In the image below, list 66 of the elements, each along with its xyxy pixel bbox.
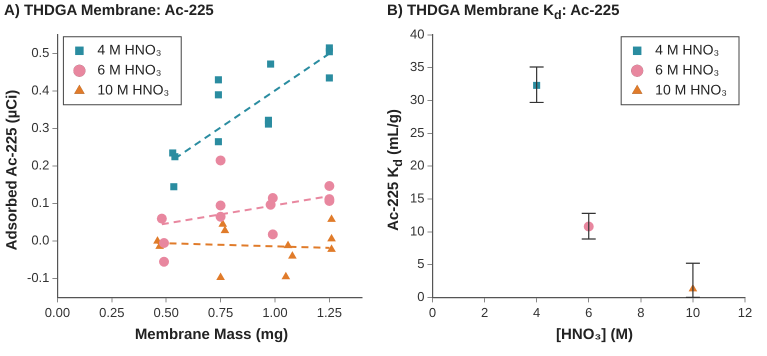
x-tick-label: 12 [738, 304, 752, 320]
y-tick-label: 0.0 [31, 232, 50, 248]
point [214, 138, 222, 146]
x-tick-label: 10 [686, 304, 700, 320]
y-tick-label: 0.4 [31, 82, 50, 98]
point [327, 214, 336, 222]
x-tick-label: 8 [637, 304, 644, 320]
point [264, 120, 272, 128]
x-tick-label: 0 [428, 304, 436, 320]
x-axis-title: [HNO₃] (M) [555, 326, 634, 343]
y-tick-label: 0.3 [31, 120, 50, 136]
y-tick-label: 40 [410, 26, 424, 42]
x-tick-label: 0.25 [99, 304, 124, 320]
point [156, 214, 167, 224]
point [159, 238, 170, 248]
x-tick-label: 1.00 [262, 304, 288, 320]
x-tick-label: 1.25 [316, 304, 342, 320]
y-tick-label: 0.1 [31, 195, 50, 210]
point [324, 180, 334, 191]
y-axis-title: Adsorbed Ac-225 (µCi) [4, 90, 20, 250]
x-tick-label: 0.50 [154, 304, 179, 320]
point [216, 272, 225, 280]
y-tick-label: 10 [410, 223, 424, 238]
point [327, 244, 336, 252]
legend-label: 6 M HNO₃ [655, 62, 720, 78]
x-tick-label: 0.00 [44, 304, 70, 320]
point [171, 153, 178, 160]
legend-label: 10 M HNO₃ [655, 82, 728, 98]
point [159, 256, 170, 267]
legend-label: 10 M HNO₃ [97, 82, 170, 98]
point [216, 200, 226, 210]
chart-title: A) THDGA Membrane: Ac-225 [4, 2, 214, 19]
point [216, 155, 226, 166]
point [288, 251, 297, 259]
legend-label: 4 M HNO₃ [655, 42, 720, 58]
point [326, 74, 333, 82]
y-tick-label: -0.1 [26, 270, 50, 286]
point [170, 183, 178, 190]
point [284, 240, 292, 248]
x-axis-title: Membrane Mass (mg) [134, 326, 290, 343]
point [267, 60, 274, 68]
legend-label: 6 M HNO₃ [97, 62, 162, 78]
y-tick-label: 0 [417, 288, 424, 304]
point [220, 226, 230, 234]
x-tick-label: 6 [585, 304, 592, 320]
y-tick-label: 35 [410, 59, 424, 74]
y-tick-label: 0.5 [31, 45, 50, 60]
y-tick-label: 0.2 [31, 158, 50, 173]
y-tick-label: 5 [417, 256, 424, 272]
legend-label: 4 M HNO₃ [97, 42, 162, 58]
point [326, 48, 333, 56]
y-tick-label: 15 [410, 190, 424, 206]
x-tick-label: 2 [480, 304, 488, 320]
point [216, 212, 226, 222]
point [214, 91, 222, 98]
x-tick-label: 4 [533, 304, 540, 320]
point [282, 272, 290, 280]
x-tick-label: 0.75 [208, 304, 234, 320]
y-tick-label: 20 [410, 158, 424, 173]
point [268, 229, 278, 240]
chart-title: B) THDGA Membrane K$_{d}$: Ac-225 [387, 2, 620, 22]
y-tick-label: 30 [410, 92, 424, 108]
point [327, 234, 336, 242]
point [214, 76, 222, 84]
y-tick-label: 25 [410, 124, 424, 140]
point [266, 200, 276, 210]
